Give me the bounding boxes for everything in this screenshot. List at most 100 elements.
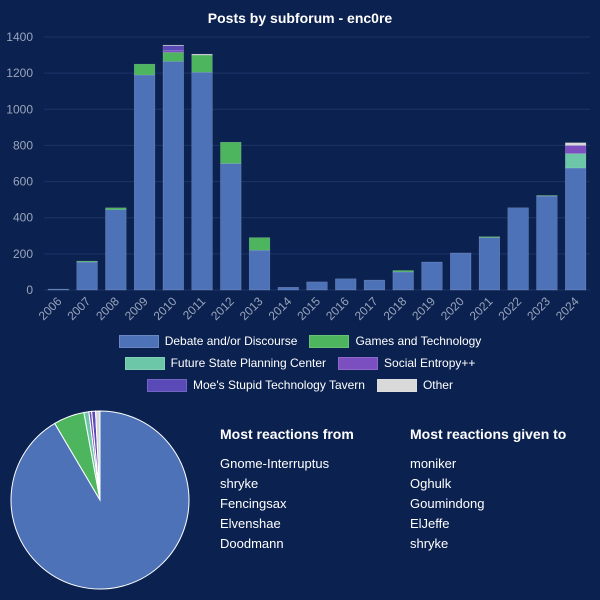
y-tick-label: 1200 <box>6 66 33 80</box>
legend-item: Moe's Stupid Technology Tavern <box>147 378 365 392</box>
legend-swatch <box>376 378 417 392</box>
y-tick-label: 1400 <box>6 30 33 44</box>
legend-item: Future State Planning Center <box>124 356 327 370</box>
legend-label: Debate and/or Discourse <box>164 334 298 348</box>
bar-segment <box>162 52 184 62</box>
legend-label: Social Entropy++ <box>384 356 476 370</box>
bar-segment <box>248 249 271 291</box>
bar-segment <box>392 270 414 273</box>
y-tick-label: 200 <box>13 247 33 261</box>
bar-segment <box>565 142 587 146</box>
legend-label: Future State Planning Center <box>170 356 327 370</box>
bar-segment <box>335 278 357 291</box>
bar-segment <box>162 44 184 46</box>
x-tick-label: 2007 <box>64 294 93 323</box>
x-tick-label: 2023 <box>524 294 553 323</box>
x-tick-label: 2022 <box>495 294 524 323</box>
x-tick-label: 2017 <box>352 294 381 323</box>
x-tick-label: 2021 <box>467 294 496 323</box>
bar-segment <box>277 287 299 291</box>
legend-item: Games and Technology <box>309 334 481 348</box>
x-tick-label: 2016 <box>323 294 352 323</box>
pie-chart <box>10 410 190 590</box>
bar-segment <box>421 261 443 291</box>
bar-segment <box>105 209 127 291</box>
bar-segment <box>565 153 587 169</box>
legend-swatch <box>147 378 187 392</box>
y-tick-label: 800 <box>13 138 33 152</box>
bar-segment <box>191 54 213 73</box>
x-tick-label: 2014 <box>266 294 295 323</box>
bar-segment <box>363 279 386 291</box>
y-tick-label: 0 <box>26 283 33 297</box>
bar-segment <box>162 50 184 53</box>
list-item: Elvenshae <box>220 516 281 531</box>
bar-segment <box>478 237 501 291</box>
bar-segment <box>105 207 127 210</box>
list-item: shryke <box>410 536 449 551</box>
bar-segment <box>76 261 98 291</box>
x-tick-label: 2012 <box>208 294 237 323</box>
x-tick-label: 2010 <box>151 294 180 323</box>
list-item: Goumindong <box>410 496 485 511</box>
bar-segment <box>248 237 271 251</box>
list-item: Fencingsax <box>220 496 287 511</box>
chart-legend: Debate and/or Discourse Games and Technol… <box>0 330 600 396</box>
legend-swatch <box>124 356 165 370</box>
x-tick-label: 2009 <box>122 294 151 323</box>
list-item: Doodmann <box>220 536 284 551</box>
bar-segment <box>191 71 213 291</box>
bar-segment <box>478 236 501 238</box>
legend-item: Social Entropy++ <box>338 356 475 370</box>
x-tick-label: 2013 <box>237 294 266 323</box>
list-item: moniker <box>410 456 457 471</box>
legend-swatch <box>309 334 350 348</box>
bar-segment <box>536 195 558 291</box>
reactions-to-heading: Most reactions given to <box>410 426 567 442</box>
bar-chart: 0 200 400 600 800 1000 1200 1400 2006 2007 2008 200… <box>6 30 590 323</box>
legend-swatch <box>338 356 379 370</box>
bar-segment <box>220 163 242 291</box>
legend-label: Other <box>422 378 453 392</box>
legend-item: Debate and/or Discourse <box>118 334 298 348</box>
list-item: shryke <box>220 476 259 491</box>
chart-title: Posts by subforum - enc0re <box>207 10 393 26</box>
y-tick-label: 1000 <box>6 102 33 116</box>
x-tick-label: 2020 <box>438 294 467 323</box>
x-tick-label: 2024 <box>553 294 582 323</box>
legend-label: Moe's Stupid Technology Tavern <box>193 378 365 392</box>
bar-segment <box>392 271 414 291</box>
bar-segment <box>191 53 213 56</box>
bar-segment <box>565 145 587 154</box>
bar-segment <box>565 167 587 291</box>
bar-segment <box>47 288 69 291</box>
x-tick-label: 2011 <box>180 294 208 322</box>
y-tick-label: 600 <box>13 175 33 189</box>
reactions-to-list: Most reactions given to moniker Oghulk G… <box>410 426 566 554</box>
x-tick-label: 2019 <box>409 294 438 323</box>
bar-segment <box>162 45 184 51</box>
reactions-from-heading: Most reactions from <box>220 426 354 442</box>
bar-segment <box>76 260 98 263</box>
x-tick-label: 2008 <box>93 294 122 323</box>
bar-segment <box>133 63 156 76</box>
bar-segment <box>220 141 242 164</box>
x-tick-label: 2015 <box>294 294 323 323</box>
bar-segment <box>162 61 184 291</box>
list-item: Oghulk <box>410 476 452 491</box>
x-tick-label: 2006 <box>36 294 65 323</box>
legend-label: Games and Technology <box>355 334 482 348</box>
bar-segment <box>536 195 558 197</box>
bar-segment <box>450 252 472 291</box>
reactions-from-list: Most reactions from Gnome-Interruptus sh… <box>220 426 354 554</box>
list-item: ElJeffe <box>410 516 450 531</box>
x-tick-label: 2018 <box>381 294 410 323</box>
bar-segment <box>306 281 328 291</box>
bar-segment <box>133 74 156 291</box>
legend-item: Other <box>376 378 453 392</box>
pie-slice <box>95 410 101 501</box>
list-item: Gnome-Interruptus <box>220 456 330 471</box>
bar-segment <box>507 207 529 291</box>
legend-swatch <box>118 334 159 348</box>
y-tick-label: 400 <box>13 211 33 225</box>
